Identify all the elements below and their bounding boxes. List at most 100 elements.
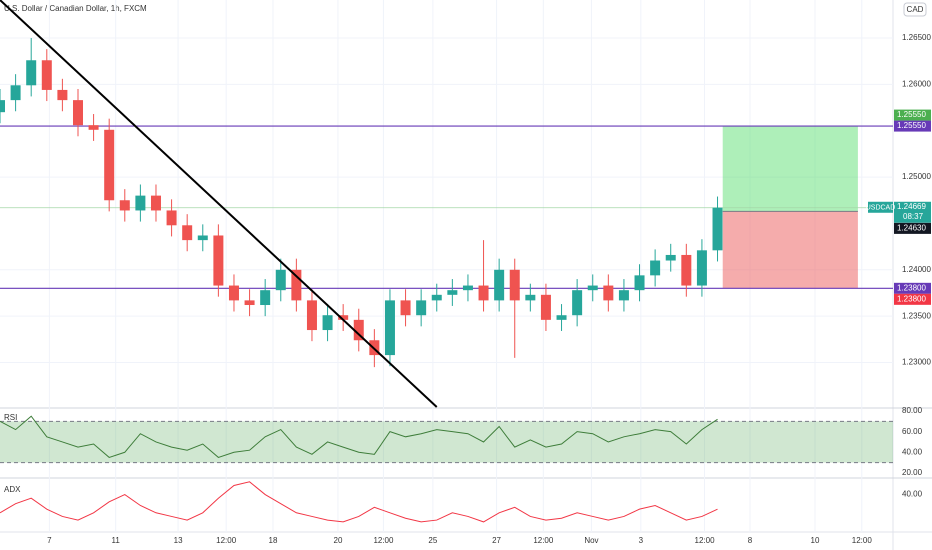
price-label: 1.25550 [897,110,926,119]
x-tick-label: 25 [428,536,437,545]
candle-body [540,294,551,320]
candle-body [431,294,442,301]
indicator-tick-label: 20.00 [902,468,923,477]
candle-body [41,60,52,90]
chart-title: U.S. Dollar / Canadian Dollar, 1h, FXCM [4,4,147,13]
x-tick-label: 12:00 [695,536,716,545]
candle-body [260,290,271,306]
candle-body [275,269,286,291]
candle-body [10,85,21,101]
candle-body [26,60,37,86]
x-tick-label: 7 [47,536,52,545]
candle-body [150,195,161,211]
x-tick-label: 12:00 [216,536,237,545]
candle-body [228,285,239,301]
candle-body [712,207,723,251]
rsi-band [0,421,893,463]
x-tick-label: 12:00 [852,536,873,545]
candle-body [135,195,146,211]
price-label-bg [894,222,931,234]
price-label-bg [894,120,931,132]
candle-body [681,254,692,286]
candle-body [306,300,317,331]
indicator-tick-label: 40.00 [902,447,923,456]
y-tick-label: 1.26000 [902,79,931,88]
x-tick-label: Nov [584,536,598,545]
price-label: 1.23800 [897,294,926,303]
candle-body [618,290,629,301]
y-tick-label: 1.23500 [902,311,931,320]
adx-line [0,481,718,523]
candle-body [400,300,411,316]
y-tick-label: 1.26500 [902,33,931,42]
y-tick-label: 1.25000 [902,172,931,181]
candle-body [119,200,130,211]
indicator-tick-label: 60.00 [902,427,923,436]
candle-body [572,290,583,316]
price-label: 1.25550 [897,121,926,130]
price-label-bg [894,282,931,294]
symbol-label: USDCAD [866,205,896,212]
candle-body [72,100,83,126]
candle-body [244,300,255,306]
candle-body [338,315,349,320]
candle-body [166,210,177,226]
currency-box[interactable] [903,2,927,17]
candle-body [634,275,645,291]
indicator-tick-label: 40.00 [902,490,923,499]
price-label: 1.23800 [897,283,926,292]
x-tick-label: 20 [334,536,343,545]
adx-label: ADX [4,485,21,494]
x-tick-label: 12:00 [533,536,554,545]
candle-body [353,319,364,341]
loss-zone [722,211,858,289]
currency[interactable]: CAD [907,5,924,14]
y-tick-label: 1.24000 [902,265,931,274]
indicator-tick-label: 80.00 [902,406,923,415]
candle-body [525,294,536,301]
last-price-bg [894,201,931,223]
candle-body [197,235,208,241]
trend-line [0,0,438,408]
candle-body [556,315,567,320]
candle-body [88,125,99,130]
candle-body [494,269,505,301]
x-tick-label: 8 [748,536,753,545]
rsi-line [0,415,718,458]
x-tick-label: 13 [174,536,183,545]
last-price-label: 1.24669 [897,202,926,211]
price-label-bg [894,109,931,121]
x-tick-label: 10 [811,536,820,545]
price-label-bg [894,293,931,305]
candle-body [416,300,427,316]
candle-body [213,235,224,286]
candle-body [478,285,489,301]
candle-body [650,260,661,276]
x-tick-label: 18 [269,536,278,545]
candle-body [665,254,676,261]
candle-body [57,89,68,101]
candle-body [587,285,598,291]
y-tick-label: 1.23000 [902,358,931,367]
candle-body [696,250,707,286]
candle-body [384,300,395,356]
profit-zone [722,126,858,212]
price-label: 1.24630 [897,223,926,232]
candle-body [104,129,115,201]
countdown: 08:37 [903,212,924,221]
candle-body [509,269,520,301]
x-tick-label: 11 [112,536,121,545]
candle-body [447,290,458,295]
symbol-bg [868,201,893,213]
candle-body [0,100,5,113]
x-tick-label: 12:00 [373,536,394,545]
candle-body [322,315,333,331]
rsi-label: RSI [4,413,17,422]
candle-body [182,225,193,241]
candle-body [603,285,614,301]
candle-body [462,285,473,291]
candle-body [291,269,302,301]
x-tick-label: 27 [492,536,501,545]
x-tick-label: 3 [639,536,644,545]
